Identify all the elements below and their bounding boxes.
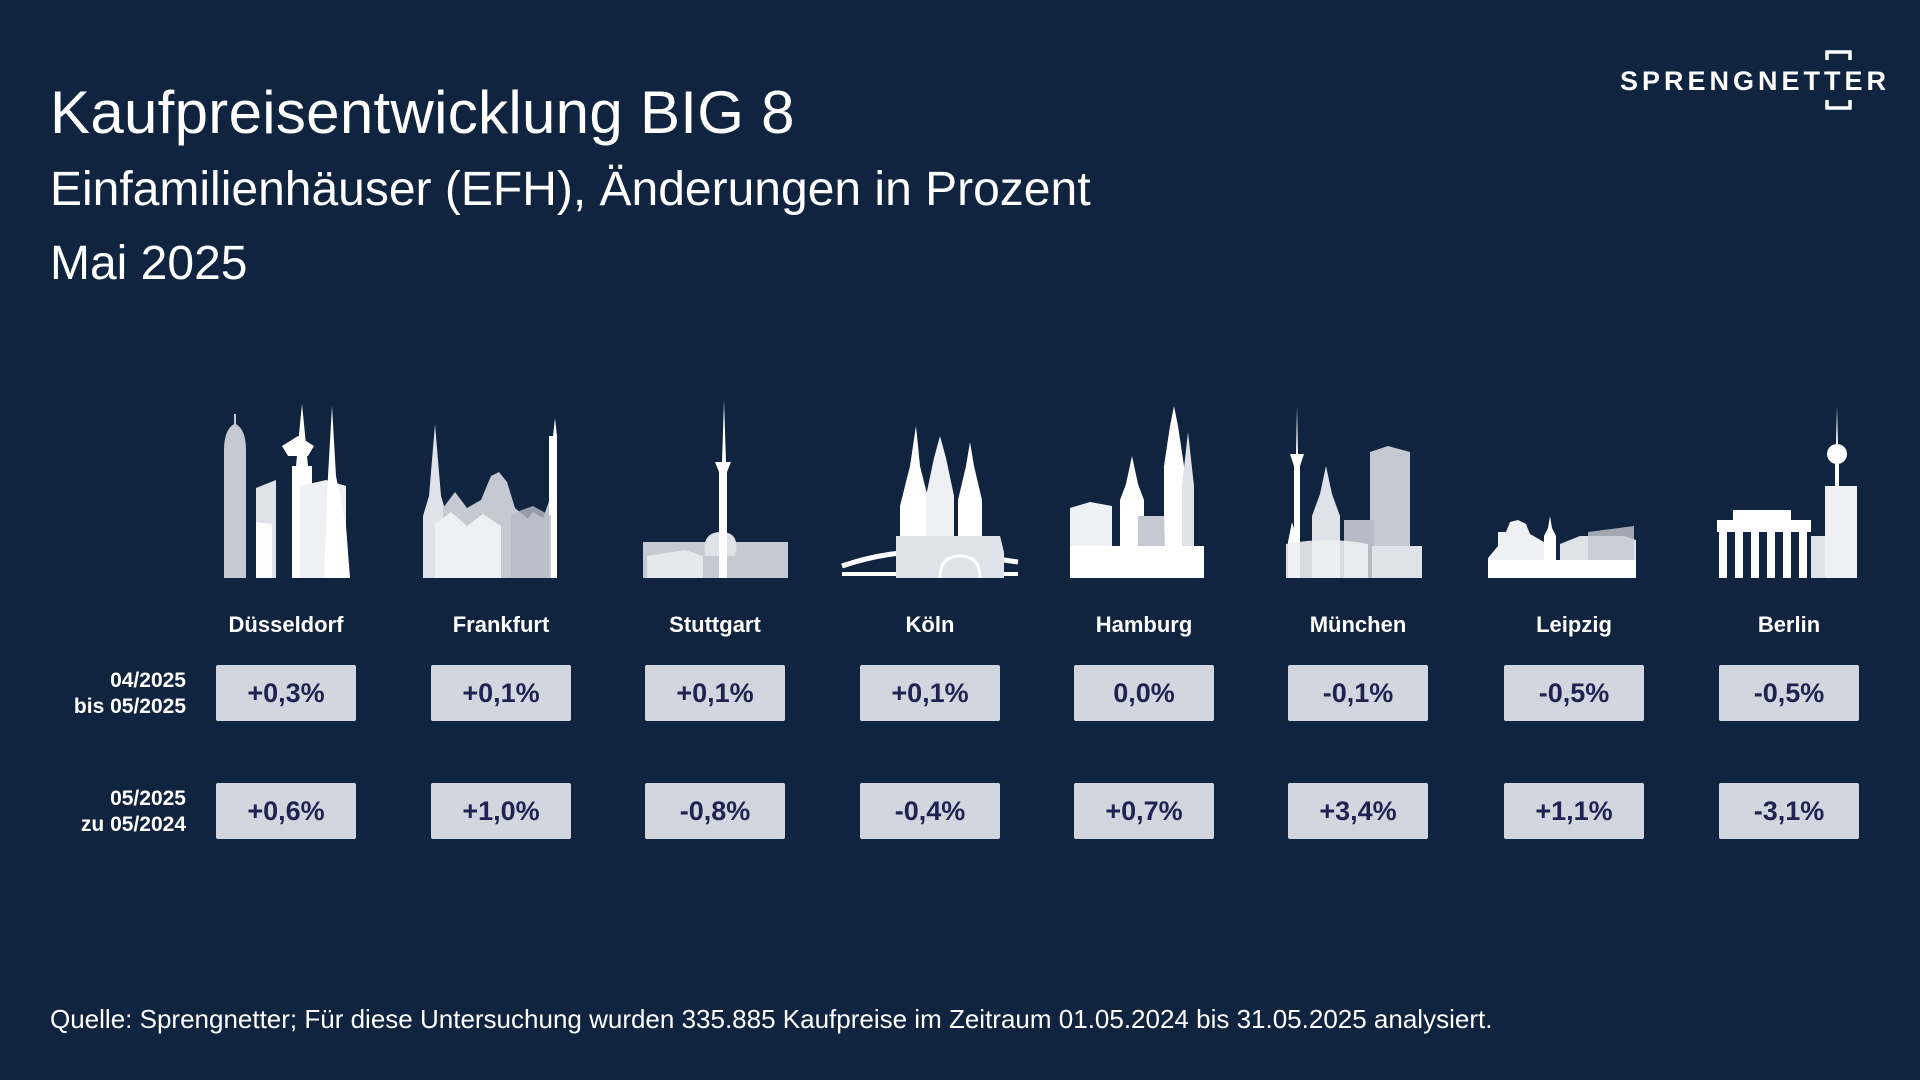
row-label-line: bis 05/2025 xyxy=(73,695,186,718)
value-box: +0,6% xyxy=(216,783,356,839)
value-box: +0,7% xyxy=(1074,783,1214,839)
page-title: Kaufpreisentwicklung BIG 8 xyxy=(50,79,795,146)
value-box: -0,1% xyxy=(1288,665,1428,721)
value-box: +0,1% xyxy=(431,665,571,721)
value-box: +0,1% xyxy=(645,665,785,721)
leipzig-skyline-icon xyxy=(1488,516,1636,578)
city-label: Berlin xyxy=(1757,612,1821,637)
row-label-line: zu 05/2024 xyxy=(80,813,186,836)
stuttgart-skyline-icon xyxy=(643,400,788,578)
page-period: Mai 2025 xyxy=(50,237,248,290)
logo-text: SPRENGNETTER xyxy=(1620,66,1891,96)
value-box: -0,5% xyxy=(1719,665,1859,721)
koeln-skyline-icon xyxy=(841,426,1019,579)
city-label: Köln xyxy=(905,612,955,637)
city-label: Düsseldorf xyxy=(228,612,344,637)
hamburg-skyline-icon xyxy=(1070,406,1204,578)
frankfurt-skyline-icon xyxy=(423,418,557,578)
row-label-line: 05/2025 xyxy=(110,787,186,810)
city-label: München xyxy=(1309,612,1407,637)
muenchen-skyline-icon xyxy=(1286,406,1422,578)
city-label: Stuttgart xyxy=(669,612,761,637)
value-box: +0,3% xyxy=(216,665,356,721)
value-box: -3,1% xyxy=(1719,783,1859,839)
value-box: 0,0% xyxy=(1074,665,1214,721)
row-label-yearly: 05/2025 zu 05/2024 xyxy=(40,786,186,838)
logo-bracket-icon xyxy=(1825,50,1852,110)
row-label-monthly: 04/2025 bis 05/2025 xyxy=(40,668,186,720)
value-box: +0,1% xyxy=(860,665,1000,721)
city-label: Leipzig xyxy=(1536,612,1612,637)
berlin-skyline-icon xyxy=(1717,406,1857,578)
page-subtitle: Einfamilienhäuser (EFH), Änderungen in P… xyxy=(50,163,1091,216)
city-label: Frankfurt xyxy=(452,612,550,637)
sprengnetter-logo: SPRENGNETTER xyxy=(1618,48,1886,118)
value-box: -0,5% xyxy=(1504,665,1644,721)
value-box: +1,0% xyxy=(431,783,571,839)
city-label: Hamburg xyxy=(1095,612,1193,637)
value-box: +1,1% xyxy=(1504,783,1644,839)
duesseldorf-skyline-icon xyxy=(224,404,350,578)
value-box: -0,4% xyxy=(860,783,1000,839)
value-box: +3,4% xyxy=(1288,783,1428,839)
value-box: -0,8% xyxy=(645,783,785,839)
source-note: Quelle: Sprengnetter; Für diese Untersuc… xyxy=(50,1004,1493,1034)
row-label-line: 04/2025 xyxy=(110,669,186,692)
